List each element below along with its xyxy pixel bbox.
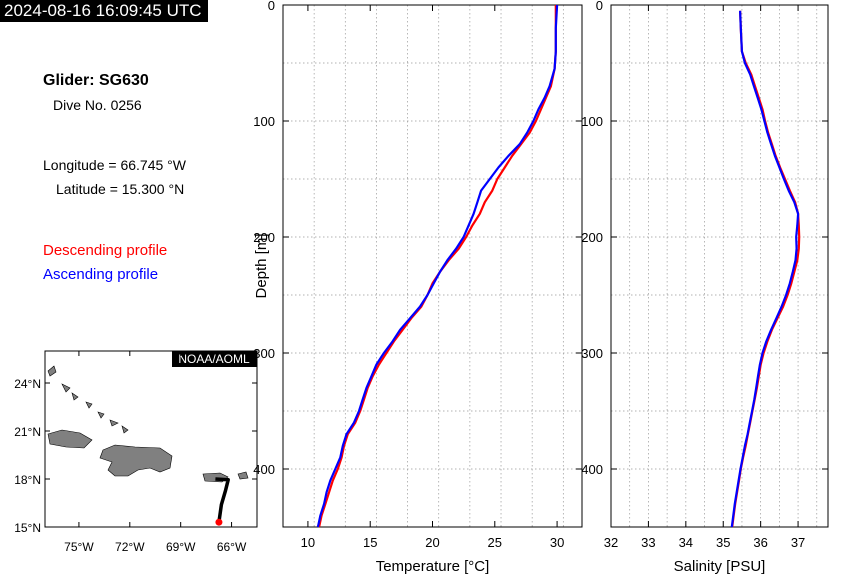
x-tick-label: 32 xyxy=(604,535,618,550)
map-lon-label: 75°W xyxy=(64,540,94,554)
y-tick-label: 0 xyxy=(268,0,275,13)
plot-frame xyxy=(282,4,583,528)
dive-number: Dive No. 0256 xyxy=(53,97,142,113)
map-credit: NOAA/AOML xyxy=(178,352,250,366)
glider-track xyxy=(215,477,230,523)
map-lat-label: 18°N xyxy=(14,473,41,487)
plot-frame xyxy=(610,4,829,528)
x-axis-label: Temperature [°C] xyxy=(376,558,490,574)
glider-name: Glider: SG630 xyxy=(43,72,149,89)
y-tick-label: 300 xyxy=(581,346,603,361)
y-tick-label: 200 xyxy=(581,230,603,245)
legend-ascending: Ascending profile xyxy=(43,266,159,283)
salinity-plot: 32 33 34 35 36 37 0 100 200 300 400 Salinity [PSU] xyxy=(581,0,829,574)
y-tick-label: 100 xyxy=(253,114,275,129)
current-position-marker xyxy=(215,518,223,526)
y-axis-label: Depth [m] xyxy=(253,233,270,298)
bahamas-shape xyxy=(47,365,129,434)
y-tick-label: 100 xyxy=(581,114,603,129)
longitude-readout: Longitude = 66.745 °W xyxy=(43,157,186,173)
map-lon-label: 66°W xyxy=(217,540,247,554)
map-lat-label: 21°N xyxy=(14,425,41,439)
hispaniola-shape xyxy=(99,444,173,477)
x-tick-label: 34 xyxy=(679,535,693,550)
legend-descending: Descending profile xyxy=(43,242,168,259)
latitude-readout: Latitude = 15.300 °N xyxy=(56,181,185,197)
x-tick-label: 20 xyxy=(425,535,439,550)
x-tick-label: 30 xyxy=(550,535,564,550)
x-tick-label: 15 xyxy=(363,535,377,550)
x-tick-label: 37 xyxy=(791,535,805,550)
x-tick-label: 33 xyxy=(641,535,655,550)
islands-shape xyxy=(237,471,249,480)
y-tick-label: 400 xyxy=(253,462,275,477)
map-lon-label: 69°W xyxy=(166,540,196,554)
map-lat-label: 24°N xyxy=(14,377,41,391)
timestamp-label: 2024-08-16 16:09:45 UTC xyxy=(0,0,208,22)
series-line xyxy=(730,10,800,528)
x-tick-label: 35 xyxy=(716,535,730,550)
y-tick-label: 300 xyxy=(253,346,275,361)
jamaica-shape xyxy=(47,429,93,449)
y-tick-label: 200 xyxy=(253,230,275,245)
map-lon-label: 72°W xyxy=(115,540,145,554)
x-tick-label: 25 xyxy=(488,535,502,550)
map-axis-ticks: 24°N 21°N 18°N 15°N 75°W 72°W 69°W 66°W xyxy=(14,351,257,554)
y-tick-label: 400 xyxy=(581,462,603,477)
x-axis-label: Salinity [PSU] xyxy=(674,558,766,574)
track-layer xyxy=(215,477,230,526)
y-tick-label: 0 xyxy=(596,0,603,13)
x-tick-label: 36 xyxy=(753,535,767,550)
credit-box xyxy=(172,351,257,367)
x-tick-label: 10 xyxy=(301,535,315,550)
series-line xyxy=(316,4,559,528)
series-line xyxy=(318,5,557,528)
map-panel: NOAA/AOML 24°N 21°N 18°N 15°N 75°W 72°W 69°W 66… xyxy=(14,350,258,554)
map-lat-label: 15°N xyxy=(14,521,41,535)
